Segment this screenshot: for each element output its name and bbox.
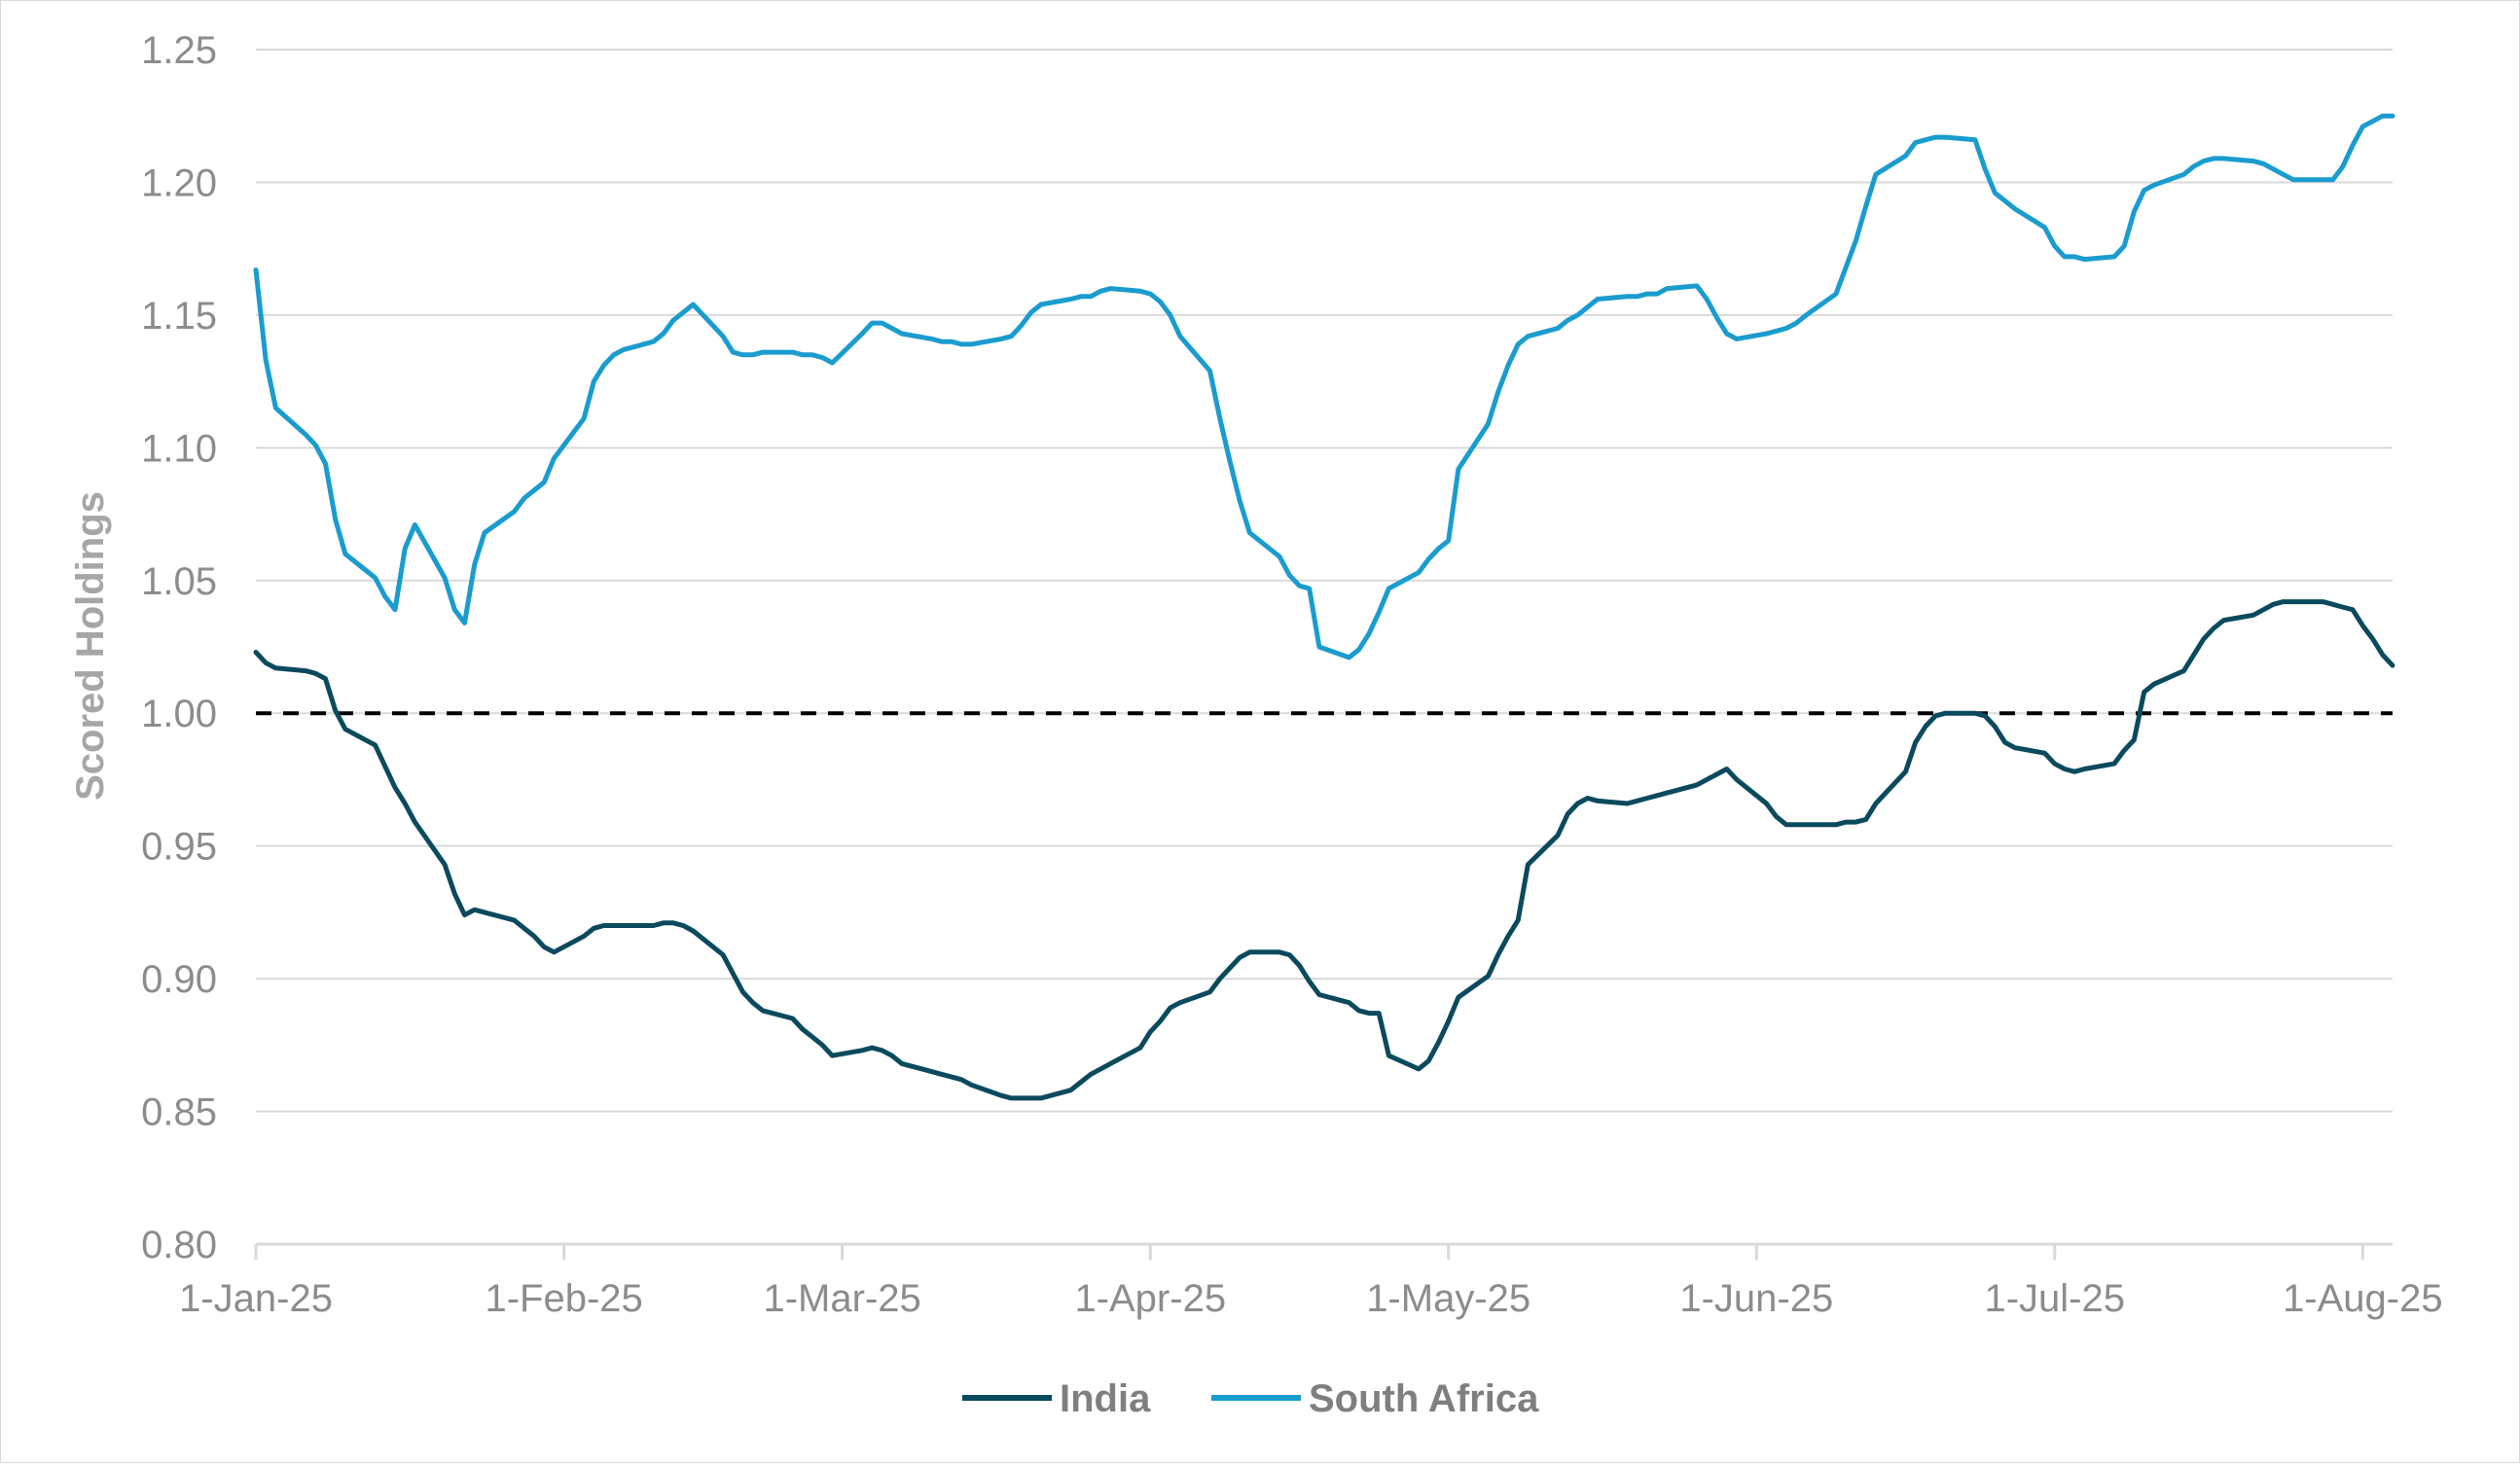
x-tick-label: 1-Jun-25 [1679, 1277, 1833, 1320]
x-axis: 1-Jan-25 1-Feb-25 1-Mar-25 1-Apr-25 1-May-25… [179, 1242, 2443, 1320]
y-tick-label: 0.90 [141, 958, 217, 1001]
y-tick-label: 1.10 [141, 427, 217, 470]
y-axis: 0.80 0.85 0.90 0.95 1.00 1.05 1.10 1.15 1.20 1.25 [141, 29, 217, 1267]
series-line-india [253, 599, 2395, 1101]
legend-label-south-africa: South Africa [1309, 1377, 1539, 1420]
y-axis-title: Scored Holdings [69, 491, 112, 801]
x-tick-label: 1-Aug-25 [2283, 1277, 2443, 1320]
legend: India South Africa [962, 1377, 1539, 1420]
y-tick-label: 1.20 [141, 161, 217, 204]
y-tick-label: 1.05 [141, 560, 217, 603]
y-tick-label: 0.85 [141, 1091, 217, 1134]
y-tick-label: 1.15 [141, 295, 217, 338]
legend-label-india: India [1060, 1377, 1151, 1420]
y-tick-label: 0.95 [141, 826, 217, 869]
series-group [253, 113, 2395, 1101]
series-line-south-africa [253, 113, 2395, 661]
x-tick-label: 1-Mar-25 [763, 1277, 920, 1320]
x-tick-label: 1-Apr-25 [1074, 1277, 1226, 1320]
x-tick-label: 1-May-25 [1366, 1277, 1530, 1320]
x-tick-label: 1-Jul-25 [1984, 1277, 2125, 1320]
y-tick-label: 0.80 [141, 1224, 217, 1267]
y-tick-label: 1.25 [141, 29, 217, 72]
gridlines [256, 49, 2393, 1113]
x-tick-label: 1-Jan-25 [179, 1277, 333, 1320]
y-tick-label: 1.00 [141, 693, 217, 735]
x-tick-label: 1-Feb-25 [485, 1277, 642, 1320]
